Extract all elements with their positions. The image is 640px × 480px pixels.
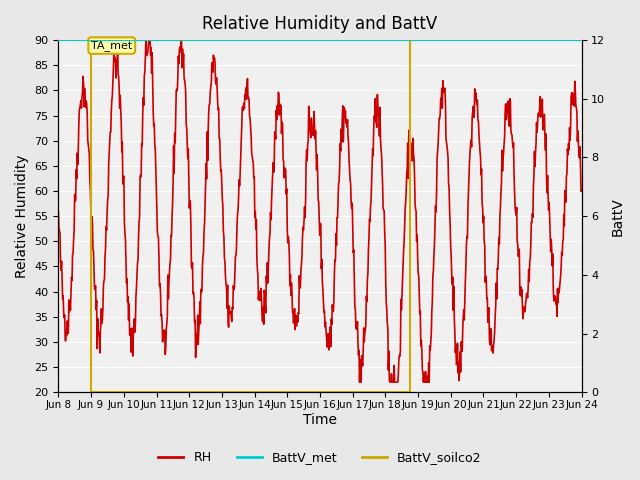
Y-axis label: BattV: BattV [611, 197, 625, 236]
Title: Relative Humidity and BattV: Relative Humidity and BattV [202, 15, 438, 33]
Text: TA_met: TA_met [91, 40, 132, 51]
Legend: RH, BattV_met, BattV_soilco2: RH, BattV_met, BattV_soilco2 [154, 446, 486, 469]
Bar [91, 40, 410, 392]
Y-axis label: Relative Humidity: Relative Humidity [15, 155, 29, 278]
X-axis label: Time: Time [303, 413, 337, 427]
